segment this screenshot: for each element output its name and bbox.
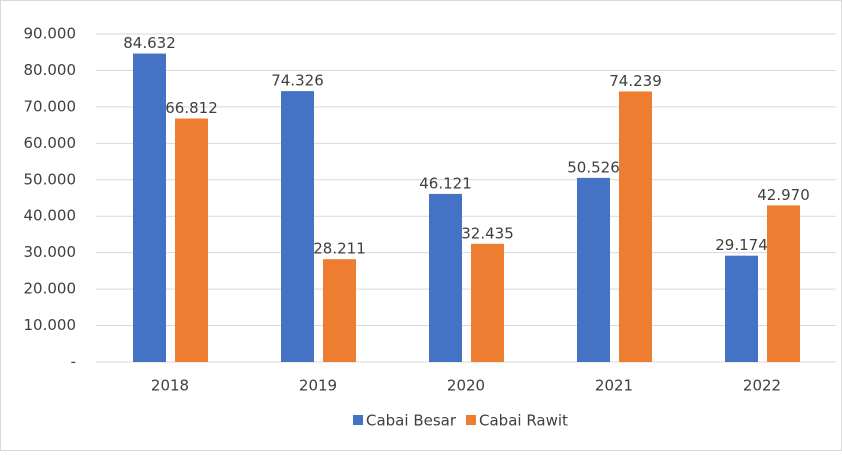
y-tick-label: 80.000 <box>24 61 77 79</box>
bar <box>175 118 208 362</box>
x-tick-label: 2021 <box>595 377 633 395</box>
y-tick-label: 40.000 <box>24 207 77 225</box>
data-label: 74.326 <box>271 72 324 90</box>
legend-swatch <box>466 415 477 425</box>
bar <box>577 177 610 362</box>
data-label: 42.970 <box>757 186 810 204</box>
bar <box>281 91 314 363</box>
bar <box>725 255 758 362</box>
y-tick-label: 60.000 <box>24 134 77 152</box>
x-tick-label: 2022 <box>743 377 781 395</box>
x-tick-label: 2019 <box>299 377 337 395</box>
y-tick-label: 20.000 <box>24 280 77 298</box>
legend-label: Cabai Rawit <box>479 412 568 430</box>
y-tick-label: - <box>71 353 76 371</box>
data-label: 29.174 <box>715 236 768 254</box>
data-label: 66.812 <box>165 99 218 117</box>
bar <box>133 53 166 362</box>
data-label: 84.632 <box>123 34 176 52</box>
y-tick-label: 10.000 <box>24 316 77 334</box>
bar <box>767 205 800 362</box>
legend-label: Cabai Besar <box>366 412 457 430</box>
y-tick-label: 70.000 <box>24 97 77 115</box>
x-tick-label: 2018 <box>151 377 189 395</box>
data-label: 74.239 <box>609 72 662 90</box>
data-label: 28.211 <box>313 240 366 258</box>
data-label: 50.526 <box>567 158 620 176</box>
bar <box>429 193 462 362</box>
data-label: 32.435 <box>461 224 514 242</box>
legend-swatch <box>353 415 363 425</box>
bar <box>323 259 356 362</box>
y-tick-label: 30.000 <box>24 243 77 261</box>
data-label: 46.121 <box>419 174 472 192</box>
y-tick-label: 90.000 <box>24 25 77 43</box>
bar <box>619 91 652 362</box>
y-tick-label: 50.000 <box>24 170 77 188</box>
bar <box>471 243 504 362</box>
x-tick-label: 2020 <box>447 377 485 395</box>
